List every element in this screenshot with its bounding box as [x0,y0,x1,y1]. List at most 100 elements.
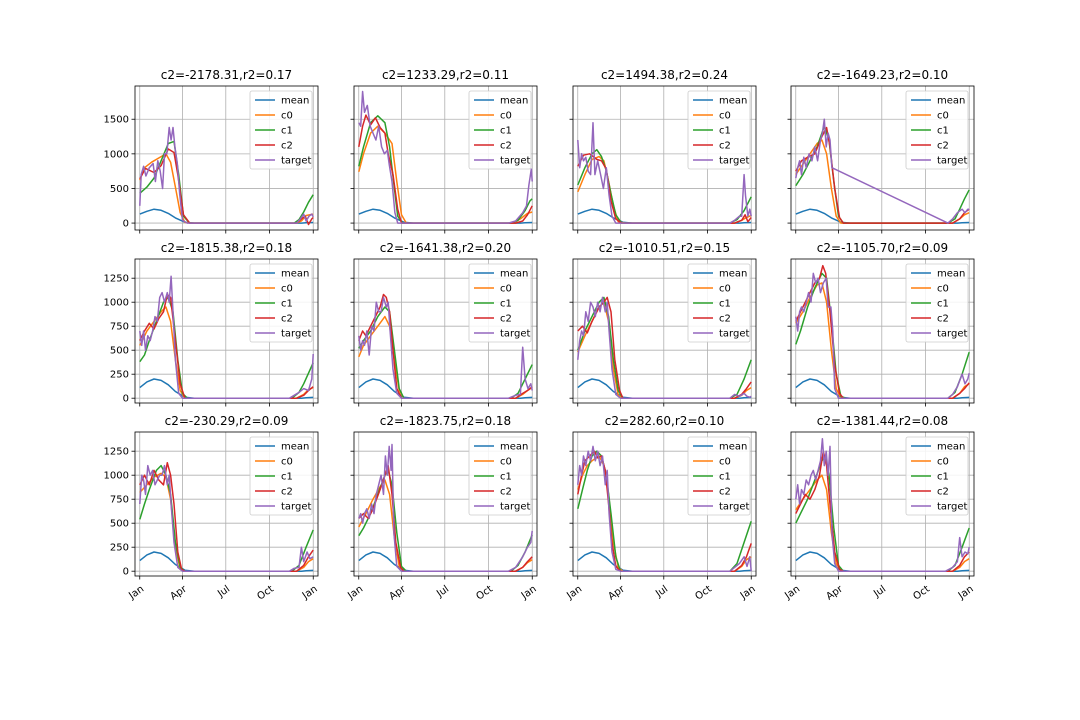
series-line-target [139,126,314,224]
x-tick-label: Jul [871,584,888,601]
x-tick-label: Jan [519,584,539,602]
series-line-mean [358,208,533,224]
series-line-c2 [139,461,314,572]
series-group [577,121,752,224]
axes-frame [134,258,319,404]
legend-box [468,436,532,516]
x-tick-label: Jan [126,584,146,602]
series-line-c1 [139,464,314,572]
legend-label: c2 [500,141,512,152]
subplot-title: c2=-1105.70,r2=0.09 [817,241,948,255]
legend-label: mean [937,269,965,280]
axes-frame [790,85,975,231]
series-line-target [139,464,314,572]
axes-frame [572,85,757,231]
x-tick-label: Oct [474,584,495,603]
legend-label: mean [281,269,309,280]
legend-label: c2 [937,314,949,325]
series-line-target [577,445,752,572]
legend-label: c1 [500,299,512,310]
series-line-target [577,121,752,224]
series-line-mean [358,378,533,399]
legend-label: c1 [937,299,949,310]
subplot-12: Jan Apr Jul Oct Jan c2=-1381.44,r2=0.08 mean c0… [782,414,975,603]
series-line-c1 [577,296,752,399]
series-line-target [795,272,970,399]
subplot-9: Jan Apr Jul Oct Jan 0 250 500 750 1000 1250 c2=-230… [104,414,320,603]
legend-label: c2 [281,487,293,498]
subplot-8: c2=-1105.70,r2=0.09 mean c0 c1 c2 target [787,241,975,407]
legend-label: c0 [500,284,512,295]
y-tick-label: 0 [123,567,129,578]
x-tick-label: Apr [606,583,627,602]
x-tick-label: Jul [215,584,232,601]
legend-label: target [500,156,530,167]
x-tick-label: Jan [300,584,320,602]
y-tick-label: 1250 [104,447,129,458]
subplot-title: c2=-1381.44,r2=0.08 [817,414,948,428]
axes-frame [353,85,538,231]
subplot-2: c2=1233.29,r2=0.11 mean c0 c1 c2 target [350,68,538,234]
subplot-title: c2=-1823.75,r2=0.18 [380,414,511,428]
legend-label: c2 [719,314,731,325]
legend-label: target [281,329,311,340]
legend-label: target [719,502,749,513]
axes-frame [790,258,975,404]
subplot-title: c2=-1010.51,r2=0.15 [599,241,730,255]
axes-frame [572,258,757,404]
y-tick-label: 500 [110,519,129,530]
legend-box [905,90,969,170]
subplot-3: c2=1494.38,r2=0.24 mean c0 c1 c2 target [569,68,757,234]
axes-frame [134,431,319,577]
series-line-target [795,437,970,572]
series-group [795,118,970,224]
series-line-mean [358,551,533,572]
series-group [358,293,533,399]
legend-label: c1 [281,472,293,483]
axes-frame [353,258,538,404]
legend-label: c0 [719,111,731,122]
series-line-c0 [139,153,314,224]
legend-label: c1 [281,126,293,137]
legend-box [687,436,751,516]
legend-label: mean [281,96,309,107]
legend-label: mean [281,442,309,453]
x-tick-label: Oct [911,584,932,603]
series-group [795,437,970,572]
subplot-7: c2=-1010.51,r2=0.15 mean c0 c1 c2 target [569,241,757,407]
legend-label: c2 [937,487,949,498]
legend-label: mean [937,96,965,107]
legend-label: c2 [500,314,512,325]
legend-label: c1 [937,472,949,483]
series-line-mean [139,378,314,399]
legend-label: mean [719,96,747,107]
series-line-mean [577,378,752,399]
x-tick-label: Jan [345,584,365,602]
x-tick-label: Apr [824,583,845,602]
series-line-target [358,296,533,399]
axes-frame [353,431,538,577]
y-tick-label: 250 [110,543,129,554]
legend-box [687,90,751,170]
legend-label: c2 [281,314,293,325]
y-tick-label: 1000 [104,471,129,482]
legend-label: c1 [719,299,731,310]
series-line-target [577,296,752,399]
x-tick-label: Apr [168,583,189,602]
legend-label: mean [719,442,747,453]
legend-label: c0 [719,284,731,295]
axes-frame [572,431,757,577]
series-group [577,296,752,399]
series-group [139,461,314,572]
legend-label: c0 [937,111,949,122]
series-line-target [358,443,533,572]
series-line-mean [577,551,752,572]
x-tick-label: Oct [693,584,714,603]
y-tick-label: 750 [110,495,129,506]
legend-label: target [719,329,749,340]
subplot-title: c2=-1649.23,r2=0.10 [817,68,948,82]
legend-label: c1 [500,472,512,483]
subplot-title: c2=282.60,r2=0.10 [605,414,724,428]
subplot-title: c2=-2178.31,r2=0.17 [161,68,292,82]
